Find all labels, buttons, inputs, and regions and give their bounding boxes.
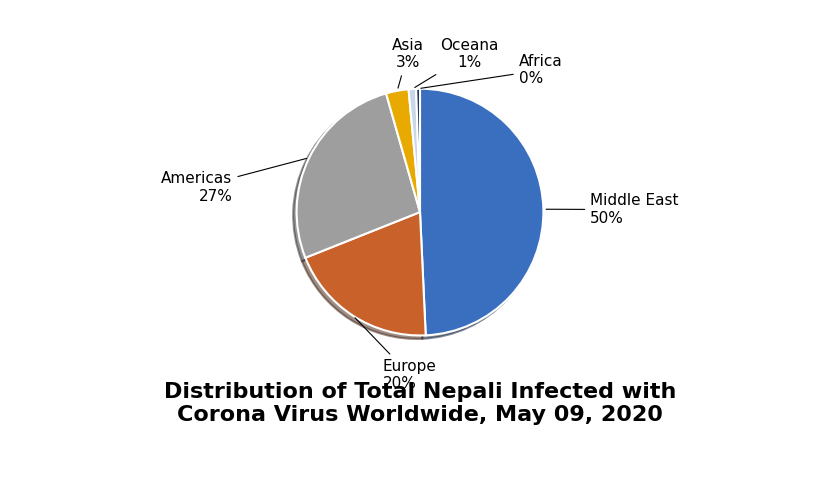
Text: Europe
20%: Europe 20%	[355, 318, 437, 391]
Wedge shape	[386, 89, 420, 212]
Text: Asia
3%: Asia 3%	[391, 38, 423, 88]
Text: Oceana
1%: Oceana 1%	[415, 38, 499, 87]
Text: Americas
27%: Americas 27%	[161, 159, 307, 203]
Text: Africa
0%: Africa 0%	[421, 54, 563, 88]
Wedge shape	[297, 94, 420, 258]
Wedge shape	[306, 212, 426, 335]
Text: Middle East
50%: Middle East 50%	[546, 193, 679, 226]
Text: Distribution of Total Nepali Infected with
Corona Virus Worldwide, May 09, 2020: Distribution of Total Nepali Infected wi…	[164, 382, 676, 425]
Wedge shape	[420, 89, 543, 335]
Wedge shape	[416, 89, 420, 212]
Wedge shape	[408, 89, 420, 212]
